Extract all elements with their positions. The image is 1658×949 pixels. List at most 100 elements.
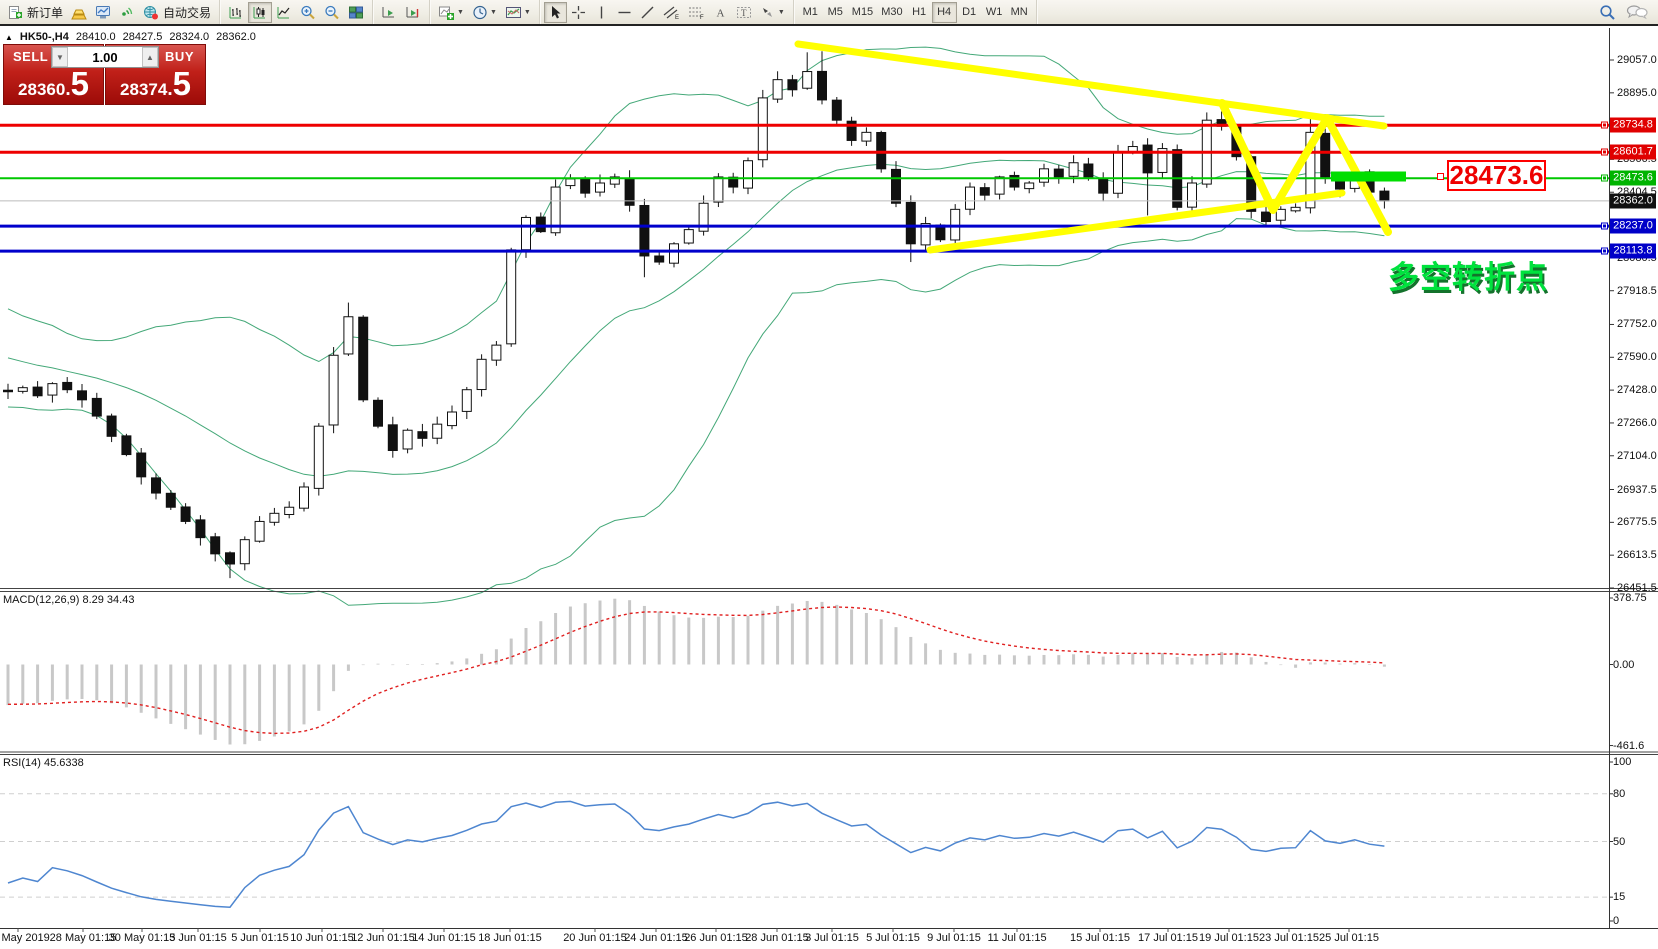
rsi-scale-label: 0 [1613,915,1620,927]
text-icon: A [716,7,724,19]
gold-bar-icon [71,9,87,19]
autotrading-icon [144,5,159,19]
crosshair-button[interactable] [567,2,590,23]
trendline-button[interactable] [636,2,659,23]
chart-shift-icon [406,6,419,17]
time-tick-label: 26 Jun 01:15 [684,932,748,944]
chart-shift-button[interactable] [401,2,425,23]
zoom-out-icon [325,5,339,19]
period-button[interactable]: ▼ [468,2,501,23]
trendline-icon [641,6,654,18]
text-button[interactable]: A [709,2,732,23]
time-tick-label: 9 Jul 01:15 [927,932,981,944]
bar-chart-button[interactable] [224,2,248,23]
timeframe-label: D1 [962,6,977,18]
horizontal-line-button[interactable] [613,2,636,23]
level-handle[interactable] [1601,222,1608,230]
timeframe-m15-button[interactable]: M15 [848,2,877,23]
timeframe-h4-button[interactable]: H4 [931,1,957,23]
price-level-badge: 28734.8 [1610,117,1656,133]
timeframe-m5-button[interactable]: M5 [823,2,848,23]
price-tick-label: 27266.0 [1617,416,1657,429]
new-chart-button[interactable]: ▼ [434,2,468,23]
channel-button[interactable]: E [659,2,684,23]
symbol-title: HK50-,H4 [19,31,69,43]
rsi-scale-label: 15 [1613,891,1626,904]
vertical-line-button[interactable] [590,2,613,23]
price-tick-label: 28895.0 [1617,86,1657,99]
zoom-in-button[interactable] [296,2,320,23]
sell-label: SELL [13,49,49,64]
market-watch-button[interactable] [67,2,91,23]
timeframe-m30-button[interactable]: M30 [877,2,906,23]
level-handle[interactable] [1601,247,1608,255]
time-tick-label: 14 Jun 01:15 [412,932,476,944]
autotrading-label: 自动交易 [163,5,212,20]
time-tick-label: 30 May 01:15 [108,932,176,944]
timeframe-mn-button[interactable]: MN [1007,2,1032,23]
signals-button[interactable] [115,2,139,23]
chevron-down-icon: ▼ [489,8,497,16]
template-button[interactable]: ▼ [501,2,535,23]
volume-value[interactable]: 1.00 [92,49,118,65]
timeframe-label: M30 [881,6,903,18]
arrows-icon [762,7,772,17]
toolbar-right [1599,4,1658,21]
new-order-button[interactable]: 新订单 [4,2,67,23]
price-tick-label: 26775.5 [1617,516,1657,529]
zoom-out-button[interactable] [320,2,344,23]
toolbar: 新订单 自动交易 [0,0,1658,26]
time-tick-label: 5 Jun 01:15 [231,932,289,944]
volume-stepper: ▼ 1.00 ▲ [51,46,159,68]
chevron-down-icon: ▼ [523,8,531,16]
search-icon[interactable] [1599,4,1616,21]
volume-increase-button[interactable]: ▲ [142,47,158,67]
toolbar-group-trading: 新订单 自动交易 [0,0,221,24]
timeframe-m1-button[interactable]: M1 [798,2,823,23]
tile-windows-button[interactable] [344,2,368,23]
line-chart-button[interactable] [272,2,296,23]
level-handle[interactable] [1601,148,1608,156]
autotrading-button[interactable]: 自动交易 [139,2,215,23]
vertical-line-icon [600,6,603,18]
fibonacci-icon: F [688,7,704,20]
timeframe-h1-button[interactable]: H1 [907,2,932,23]
chevron-down-icon: ▼ [457,8,464,16]
one-click-trading-panel: SELL 28360.5 BUY 28374.5 ▼ 1.00 ▲ [3,44,206,105]
cursor-button[interactable] [543,1,567,23]
text-label-button[interactable]: T [732,2,756,23]
level-handle[interactable] [1601,121,1608,129]
candle-chart-button[interactable] [248,1,273,23]
terminal-button[interactable] [91,2,115,23]
price-level-badge: 28473.6 [1610,170,1656,186]
timeframe-w1-button[interactable]: W1 [982,2,1007,23]
one-click-collapse-icon[interactable]: ▲ [5,32,13,42]
price-tick-label: 26937.5 [1617,483,1657,496]
buy-price: 28374.5 [106,65,205,103]
arrows-tool-button[interactable]: ▼ [756,2,789,23]
auto-scroll-button[interactable] [377,2,401,23]
time-tick-label: 17 Jul 01:15 [1138,932,1198,944]
callout-anchor[interactable] [1437,173,1444,180]
svg-text:F: F [700,15,704,20]
time-tick-label: 12 Jun 01:15 [351,932,415,944]
cursor-icon [551,5,561,18]
bar-close: 28362.0 [216,31,256,43]
price-tick-label: 27104.0 [1617,449,1657,462]
time-tick-label: 19 Jul 01:15 [1199,932,1259,944]
fibonacci-button[interactable]: F [684,2,709,23]
toolbar-group-timeframes: M1 M5 M15 M30 H1 H4 D1 W1 MN [794,0,1037,24]
crosshair-icon [571,5,585,19]
volume-decrease-button[interactable]: ▼ [52,47,68,67]
buy-label: BUY [165,49,194,64]
timeframe-d1-button[interactable]: D1 [957,2,982,23]
price-callout[interactable]: 28473.6 [1447,160,1546,191]
bar-high: 28427.5 [122,31,163,43]
buy-price-int: 28374 [120,80,168,99]
svg-text:A: A [716,7,724,19]
price-level-badge: 28601.7 [1610,144,1656,160]
chat-icon[interactable] [1626,4,1648,20]
level-handle[interactable] [1601,174,1608,182]
